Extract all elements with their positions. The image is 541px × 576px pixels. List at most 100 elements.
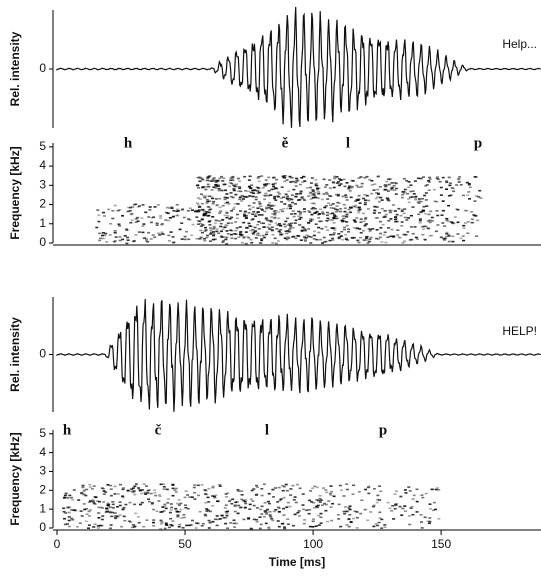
spectral-energy <box>253 189 257 191</box>
spectral-energy <box>329 234 333 236</box>
spectral-energy <box>167 240 171 242</box>
spectral-energy <box>380 527 384 529</box>
spectral-energy <box>337 178 341 180</box>
spectral-energy <box>252 213 256 216</box>
spectral-energy <box>419 514 423 516</box>
spectral-energy <box>258 191 262 194</box>
spectral-energy <box>149 238 153 240</box>
spectral-energy <box>395 187 398 190</box>
spectral-energy <box>156 204 160 206</box>
spectral-energy <box>273 195 277 198</box>
spectral-energy <box>347 228 351 231</box>
spectral-energy <box>421 197 424 200</box>
spectral-energy <box>271 233 275 236</box>
spectral-energy <box>157 500 161 502</box>
spectral-energy <box>249 527 253 530</box>
spectral-energy <box>223 507 227 509</box>
spectral-energy <box>275 228 279 230</box>
spectral-energy <box>395 490 398 493</box>
spectral-energy <box>343 226 347 229</box>
y-tick-label: 0 <box>39 347 46 361</box>
spectral-energy <box>93 523 97 526</box>
spectral-energy <box>410 238 414 241</box>
spectral-energy <box>465 181 469 184</box>
spectral-energy <box>302 522 306 525</box>
spectral-energy <box>245 216 248 219</box>
spectral-energy <box>279 225 283 227</box>
spectral-energy <box>271 229 274 231</box>
spectral-energy <box>229 229 233 231</box>
spectral-energy <box>231 175 235 178</box>
spectral-energy <box>338 236 342 238</box>
spectral-energy <box>83 508 87 511</box>
spectral-energy <box>423 516 427 519</box>
spectral-energy <box>258 234 261 237</box>
spectral-energy <box>251 195 255 198</box>
spectral-energy <box>177 504 181 506</box>
spectral-energy <box>332 186 336 189</box>
spectral-energy <box>376 175 380 178</box>
spectral-energy <box>380 199 384 201</box>
spectral-energy <box>383 231 387 234</box>
spectral-energy <box>320 227 324 230</box>
spectral-energy <box>291 210 295 212</box>
spectral-energy <box>428 176 432 179</box>
spectral-energy <box>384 188 388 191</box>
spectral-energy <box>421 496 425 499</box>
spectral-energy <box>111 210 115 212</box>
spectral-energy <box>287 523 290 525</box>
spectral-energy <box>114 516 118 519</box>
spectral-energy <box>272 185 275 188</box>
spectral-energy <box>360 499 364 502</box>
spectral-energy <box>243 214 247 216</box>
spectral-energy <box>395 503 399 505</box>
spectral-energy <box>240 498 244 501</box>
spectral-energy <box>213 518 217 521</box>
spectral-energy <box>234 221 238 223</box>
spectral-energy <box>196 484 200 487</box>
spectral-energy <box>129 221 133 224</box>
spectral-energy <box>409 226 413 228</box>
spectral-energy <box>447 195 451 197</box>
spectral-energy <box>123 519 127 522</box>
spectral-energy <box>106 504 110 507</box>
spectral-energy <box>206 206 210 208</box>
spectral-energy <box>466 232 470 234</box>
spectral-energy <box>265 233 268 236</box>
spectral-energy <box>205 176 209 178</box>
spectral-energy <box>241 242 244 244</box>
spectral-energy <box>352 484 356 487</box>
spectral-energy <box>388 211 392 214</box>
spectral-energy <box>353 220 357 222</box>
spectral-energy <box>340 238 344 241</box>
spectral-energy <box>332 232 336 234</box>
spectral-energy <box>140 492 144 495</box>
spectral-energy <box>419 200 423 203</box>
spectral-energy <box>316 506 320 509</box>
spectral-energy <box>303 176 306 178</box>
spectral-energy <box>363 224 367 227</box>
spectral-energy <box>159 483 163 486</box>
spectral-energy <box>411 190 415 192</box>
spectral-energy <box>160 223 164 225</box>
spectral-energy <box>300 196 304 198</box>
spectral-energy <box>266 226 270 229</box>
spectral-energy <box>230 502 234 505</box>
spectral-energy <box>264 183 268 185</box>
spectral-energy <box>409 214 413 217</box>
spectral-energy <box>283 527 287 530</box>
x-tick-label: 100 <box>303 537 323 551</box>
spectral-energy <box>411 206 415 208</box>
spectral-energy <box>203 513 207 516</box>
spectral-energy <box>309 490 313 492</box>
spectral-energy <box>420 527 424 529</box>
spectral-energy <box>223 236 227 238</box>
spectral-energy <box>362 212 365 215</box>
spectral-energy <box>377 521 381 524</box>
spectral-energy <box>378 485 381 487</box>
spectral-energy <box>233 203 237 205</box>
y-tick-label: 0 <box>39 61 46 75</box>
spectral-energy <box>394 216 397 218</box>
spectral-energy <box>173 489 177 491</box>
spectral-energy <box>380 241 384 243</box>
